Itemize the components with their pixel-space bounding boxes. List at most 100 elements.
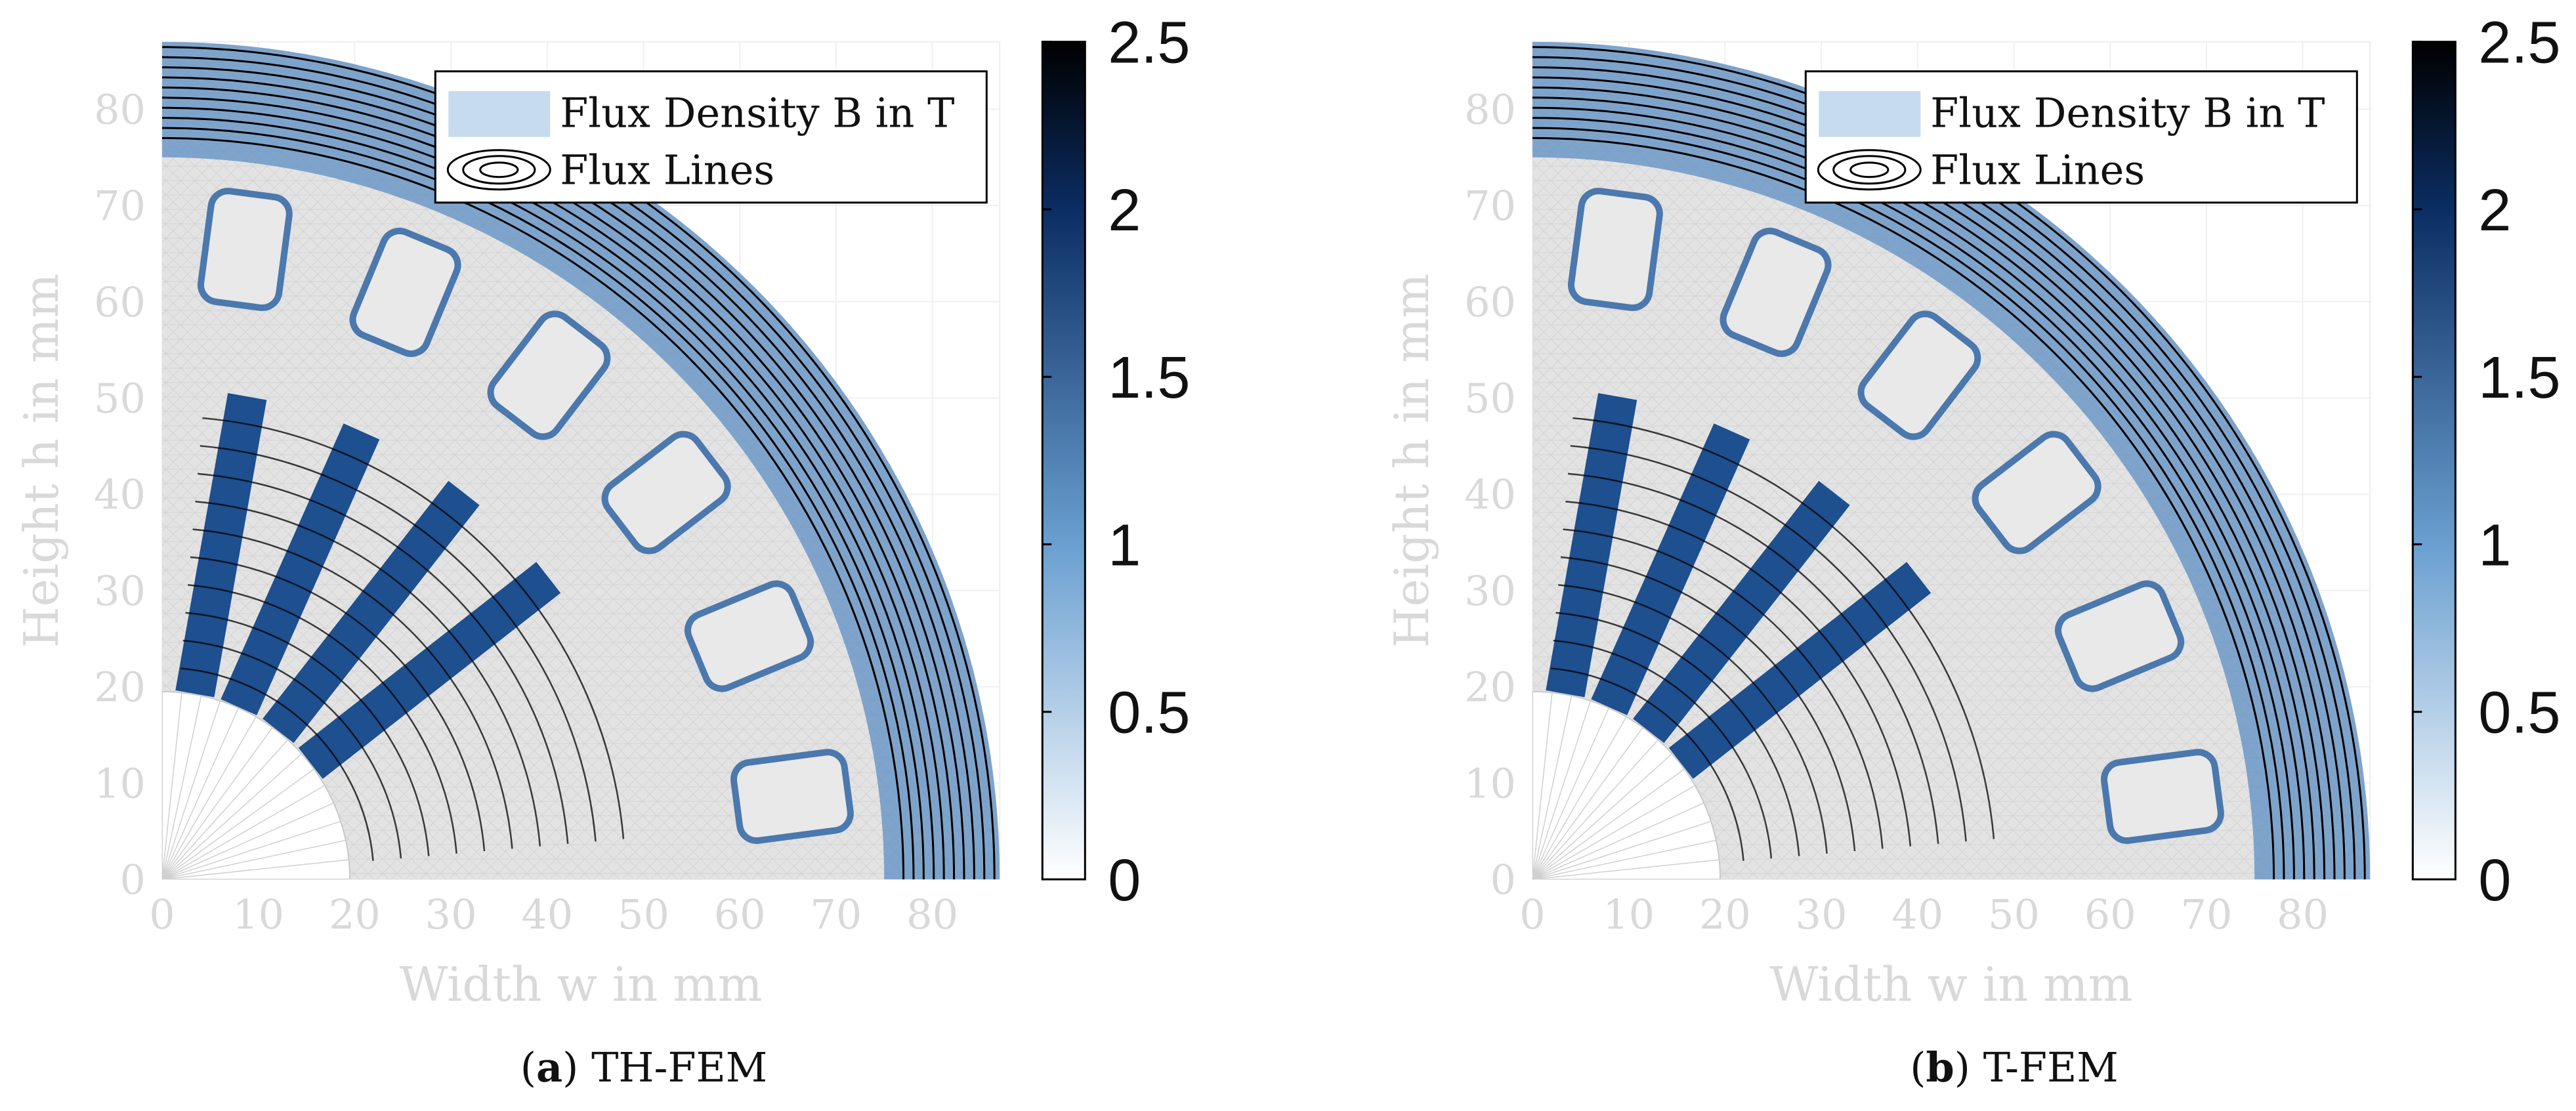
shaft-mesh-line [1532, 839, 1716, 880]
shaft-mesh-line [1532, 696, 1573, 880]
x-tick-label: 30 [1796, 891, 1848, 938]
colorbar-tick-label: 2 [2478, 178, 2511, 243]
colorbar-tick-label: 1.5 [1108, 345, 1190, 411]
legend-label-flux-lines: Flux Lines [560, 146, 774, 194]
caption-b-label: b [1926, 1043, 1954, 1091]
flux-line-inner [185, 612, 430, 856]
caption-a: (a) TH-FEM [520, 1043, 768, 1091]
x-tick-label: 60 [714, 891, 766, 938]
flux-line-outer [1532, 56, 2356, 880]
field-plot [162, 41, 1000, 880]
rotor-mesh [162, 388, 654, 879]
shaft-mesh-line [162, 696, 202, 880]
flux-line-inner [195, 500, 541, 847]
y-tick-label: 50 [94, 375, 146, 423]
shaft-mesh-line [1532, 768, 1685, 880]
colorbar-tick-label: 0 [2478, 848, 2511, 913]
flux-line-inner [188, 584, 457, 854]
plot-b: 0 10 20 30 40 50 60 70 8001020304050607080Width … [1384, 10, 2560, 1012]
y-tick-label: 20 [1464, 663, 1516, 711]
shaft-mesh-line [1532, 707, 1610, 880]
caption-b-text: T-FEM [1983, 1043, 2119, 1091]
shaft-mesh-line [1532, 692, 1553, 880]
stator-slot [1567, 188, 1663, 311]
flux-line-inner [190, 556, 486, 852]
colorbar-tick-label: 2.5 [1108, 10, 1190, 76]
tick-labels: 0 10 20 30 40 50 60 70 80 0 10 20 30 40 50 60 70 80 [94, 85, 958, 938]
stator-slot [487, 310, 611, 440]
flux-line-inner [200, 445, 597, 842]
flux-line-inner [192, 528, 513, 849]
legend-swatch-flux-density [448, 91, 551, 137]
x-tick-label: 60 [2084, 891, 2136, 938]
y-tick-label: 80 [1464, 85, 1516, 133]
x-tick-label: 70 [2180, 891, 2232, 938]
shaft-mesh-line [1532, 753, 1673, 880]
stator-slot [197, 188, 293, 311]
y-tick-label: 10 [1464, 759, 1516, 807]
stator-slot [2101, 749, 2224, 845]
y-tick-label: 40 [94, 471, 146, 518]
shaft-mesh-line [1532, 859, 1720, 880]
legend-swatch-flux-lines [1817, 149, 1922, 191]
colorbar [1041, 41, 1086, 881]
flux-line-inner [202, 417, 625, 839]
legend-label-flux-lines: Flux Lines [1930, 146, 2145, 194]
shaft-mesh-line [1532, 739, 1658, 880]
flux-line-outer [162, 136, 905, 880]
colorbar-tick-label: 1 [2478, 513, 2511, 578]
y-tick-label: 20 [94, 663, 146, 711]
legend-swatch-flux-density [1819, 91, 1921, 137]
x-axis-label: Width w in mm [399, 957, 762, 1012]
shaft-mesh-line [162, 739, 288, 880]
flux-line-outer [162, 56, 986, 880]
caption-b: (b) T-FEM [1910, 1043, 2119, 1091]
flux-line-inner [1565, 500, 1912, 847]
rotor-tooth [1546, 393, 1637, 698]
x-tick-label: 0 [149, 891, 175, 938]
stator-slot [730, 749, 854, 845]
y-tick-label: 60 [1464, 278, 1516, 326]
shaft-mesh-line [162, 753, 303, 880]
x-tick-label: 10 [232, 891, 284, 938]
flux-line-inner [1560, 556, 1856, 852]
x-tick-label: 30 [425, 891, 477, 938]
rotor-tooth [298, 562, 561, 779]
stator-yoke-flux [162, 41, 1000, 880]
y-tick-label: 0 [1490, 856, 1516, 904]
flux-line-outer [162, 76, 965, 880]
shaft-mesh-line [162, 716, 257, 880]
legend-swatch-flux-lines [479, 161, 519, 178]
stator-mesh [1532, 41, 2371, 880]
x-tick-label: 40 [1891, 891, 1943, 938]
y-tick-label: 30 [94, 567, 146, 615]
y-tick-label: 50 [1464, 375, 1516, 423]
shaft-mesh-line [1532, 727, 1643, 880]
shaft-mesh-line [1532, 785, 1696, 880]
stator-slot [1857, 310, 1981, 440]
flux-line-outer [1532, 106, 2306, 880]
shaft-mesh-line [162, 785, 326, 880]
flux-lines [1532, 46, 2366, 880]
flux-line-inner [1553, 639, 1773, 859]
stator-slot [349, 227, 461, 358]
rotor-mesh [1532, 388, 2024, 879]
shaft-mesh [1532, 691, 1721, 880]
flux-line-outer [162, 127, 915, 880]
legend-label-flux-density: Flux Density B in T [1930, 89, 2325, 137]
stator-slot [1972, 430, 2101, 555]
y-axis-label: Height h in mm [14, 273, 69, 648]
rotor-tooth [263, 480, 480, 744]
rotor-tooth [1591, 423, 1750, 715]
flux-line-outer [1532, 66, 2346, 880]
legend-swatch-flux-lines [1849, 161, 1890, 178]
shaft-mesh [162, 691, 350, 880]
colorbar-tick-label: 2 [1108, 178, 1141, 243]
x-tick-label: 40 [521, 891, 573, 938]
y-tick-label: 80 [94, 85, 146, 133]
flux-line-inner [1570, 445, 1967, 842]
tick-labels: 0 10 20 30 40 50 60 70 80 0 10 20 30 40 50 60 70 80 [1464, 85, 2329, 938]
flux-line-outer [162, 86, 956, 880]
flux-lines [162, 46, 996, 880]
flux-line-inner [1573, 417, 1995, 839]
